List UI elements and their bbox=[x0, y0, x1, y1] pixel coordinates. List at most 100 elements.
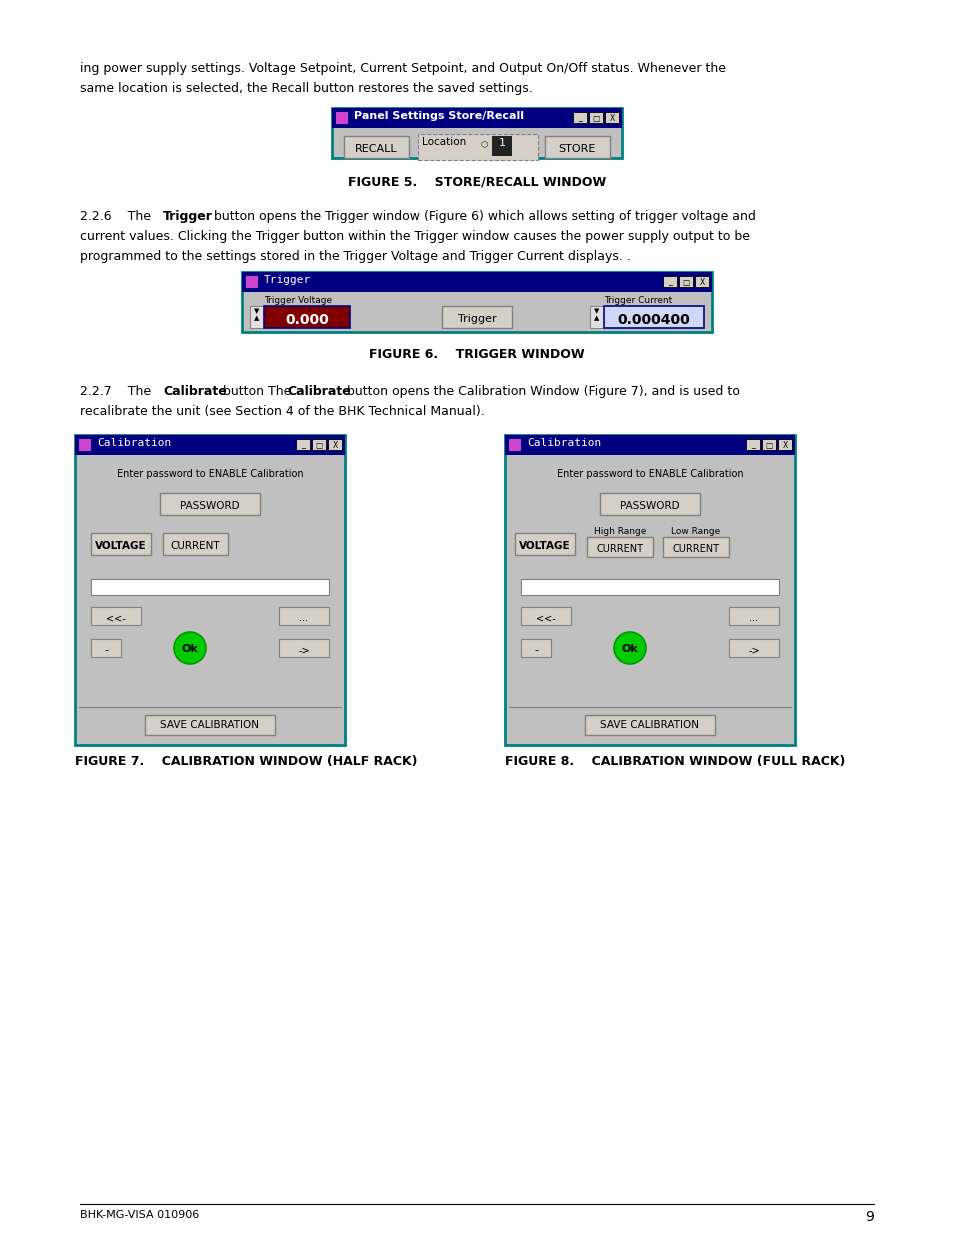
Text: ...: ... bbox=[749, 613, 758, 622]
Text: ing power supply settings. Voltage Setpoint, Current Setpoint, and Output On/Off: ing power supply settings. Voltage Setpo… bbox=[80, 62, 725, 75]
Text: ▼: ▼ bbox=[254, 308, 259, 314]
Text: □: □ bbox=[681, 278, 689, 287]
Bar bbox=[584, 715, 714, 735]
Bar bbox=[603, 306, 703, 329]
Text: Panel Settings Store/Recall: Panel Settings Store/Recall bbox=[354, 111, 523, 121]
Bar bbox=[778, 438, 791, 450]
Text: _: _ bbox=[578, 114, 581, 122]
Bar bbox=[599, 493, 700, 515]
Text: PASSWORD: PASSWORD bbox=[180, 501, 239, 511]
Bar bbox=[332, 107, 621, 128]
Text: SAVE CALIBRATION: SAVE CALIBRATION bbox=[160, 720, 259, 730]
Bar bbox=[586, 537, 652, 557]
Bar bbox=[278, 638, 329, 657]
Bar bbox=[295, 438, 310, 450]
Text: RECALL: RECALL bbox=[355, 144, 396, 154]
Bar bbox=[589, 306, 603, 329]
Text: FIGURE 5.    STORE/RECALL WINDOW: FIGURE 5. STORE/RECALL WINDOW bbox=[348, 175, 605, 188]
Text: ...: ... bbox=[299, 613, 308, 622]
Bar bbox=[509, 438, 520, 451]
Text: X: X bbox=[332, 441, 337, 450]
Text: Low Range: Low Range bbox=[671, 527, 720, 536]
Text: STORE: STORE bbox=[558, 144, 595, 154]
Bar bbox=[492, 136, 512, 156]
Bar bbox=[344, 136, 409, 158]
Text: ⬡: ⬡ bbox=[479, 140, 487, 149]
Text: Ok: Ok bbox=[621, 643, 638, 655]
Bar bbox=[242, 272, 711, 332]
Text: ▲: ▲ bbox=[254, 315, 259, 321]
Text: SAVE CALIBRATION: SAVE CALIBRATION bbox=[599, 720, 699, 730]
Text: Ok: Ok bbox=[181, 643, 198, 655]
Text: □: □ bbox=[592, 114, 599, 122]
Text: High Range: High Range bbox=[593, 527, 645, 536]
Text: Trigger: Trigger bbox=[264, 275, 311, 285]
Text: _: _ bbox=[301, 441, 305, 450]
Text: Calibration: Calibration bbox=[97, 438, 172, 448]
Bar bbox=[328, 438, 341, 450]
Circle shape bbox=[614, 632, 645, 664]
Text: FIGURE 8.    CALIBRATION WINDOW (FULL RACK): FIGURE 8. CALIBRATION WINDOW (FULL RACK) bbox=[504, 755, 844, 768]
Circle shape bbox=[680, 563, 695, 577]
Bar bbox=[573, 112, 586, 124]
Text: VOLTAGE: VOLTAGE bbox=[518, 541, 570, 551]
Bar bbox=[679, 275, 692, 287]
Text: ->: -> bbox=[298, 645, 310, 655]
Text: 2.2.7    The: 2.2.7 The bbox=[80, 385, 155, 398]
Text: Location: Location bbox=[421, 137, 466, 147]
Text: BHK-MG-VISA 010906: BHK-MG-VISA 010906 bbox=[80, 1210, 199, 1220]
Bar bbox=[662, 537, 728, 557]
Text: Trigger: Trigger bbox=[163, 210, 213, 224]
Text: CURRENT: CURRENT bbox=[170, 541, 219, 551]
Circle shape bbox=[527, 563, 541, 577]
Text: PASSWORD: PASSWORD bbox=[619, 501, 679, 511]
Text: □: □ bbox=[315, 441, 322, 450]
Bar bbox=[520, 606, 571, 625]
Text: □: □ bbox=[764, 441, 772, 450]
Text: Trigger Voltage: Trigger Voltage bbox=[264, 296, 332, 305]
Text: FIGURE 7.    CALIBRATION WINDOW (HALF RACK): FIGURE 7. CALIBRATION WINDOW (HALF RACK) bbox=[75, 755, 417, 768]
Bar bbox=[264, 306, 350, 329]
Bar bbox=[145, 715, 274, 735]
Text: 9: 9 bbox=[864, 1210, 873, 1224]
Text: button opens the Trigger window (Figure 6) which allows setting of trigger volta: button opens the Trigger window (Figure … bbox=[210, 210, 755, 224]
Circle shape bbox=[104, 561, 118, 576]
Bar bbox=[79, 438, 91, 451]
Bar bbox=[728, 606, 779, 625]
Bar bbox=[242, 272, 711, 291]
Text: <<-: <<- bbox=[536, 613, 556, 622]
Bar bbox=[588, 112, 602, 124]
Bar bbox=[520, 579, 779, 595]
Text: ▼: ▼ bbox=[594, 308, 599, 314]
Circle shape bbox=[178, 561, 192, 576]
Bar bbox=[504, 435, 794, 745]
Text: _: _ bbox=[667, 278, 671, 287]
Text: CURRENT: CURRENT bbox=[672, 543, 719, 555]
Text: same location is selected, the Recall button restores the saved settings.: same location is selected, the Recall bu… bbox=[80, 82, 532, 95]
Bar bbox=[504, 435, 794, 454]
Bar bbox=[250, 306, 264, 329]
Bar bbox=[312, 438, 326, 450]
Text: ->: -> bbox=[747, 645, 759, 655]
Bar bbox=[278, 606, 329, 625]
Text: Trigger: Trigger bbox=[457, 314, 496, 324]
Bar bbox=[160, 493, 260, 515]
Text: FIGURE 6.    TRIGGER WINDOW: FIGURE 6. TRIGGER WINDOW bbox=[369, 348, 584, 361]
Bar bbox=[91, 579, 329, 595]
Text: Enter password to ENABLE Calibration: Enter password to ENABLE Calibration bbox=[116, 469, 303, 479]
Text: <<-: <<- bbox=[106, 613, 126, 622]
Text: recalibrate the unit (see Section 4 of the BHK Technical Manual).: recalibrate the unit (see Section 4 of t… bbox=[80, 405, 484, 417]
Text: programmed to the settings stored in the Trigger Voltage and Trigger Current dis: programmed to the settings stored in the… bbox=[80, 249, 630, 263]
Bar bbox=[728, 638, 779, 657]
Bar bbox=[163, 534, 228, 555]
Text: Calibration: Calibration bbox=[526, 438, 600, 448]
Text: button The: button The bbox=[219, 385, 295, 398]
Bar bbox=[246, 275, 257, 288]
Bar bbox=[520, 638, 551, 657]
Text: _: _ bbox=[750, 441, 754, 450]
Bar bbox=[91, 638, 121, 657]
Bar bbox=[75, 435, 345, 745]
Text: Trigger Current: Trigger Current bbox=[603, 296, 672, 305]
Text: Calibrate: Calibrate bbox=[163, 385, 227, 398]
Text: 0.000400: 0.000400 bbox=[617, 312, 690, 327]
